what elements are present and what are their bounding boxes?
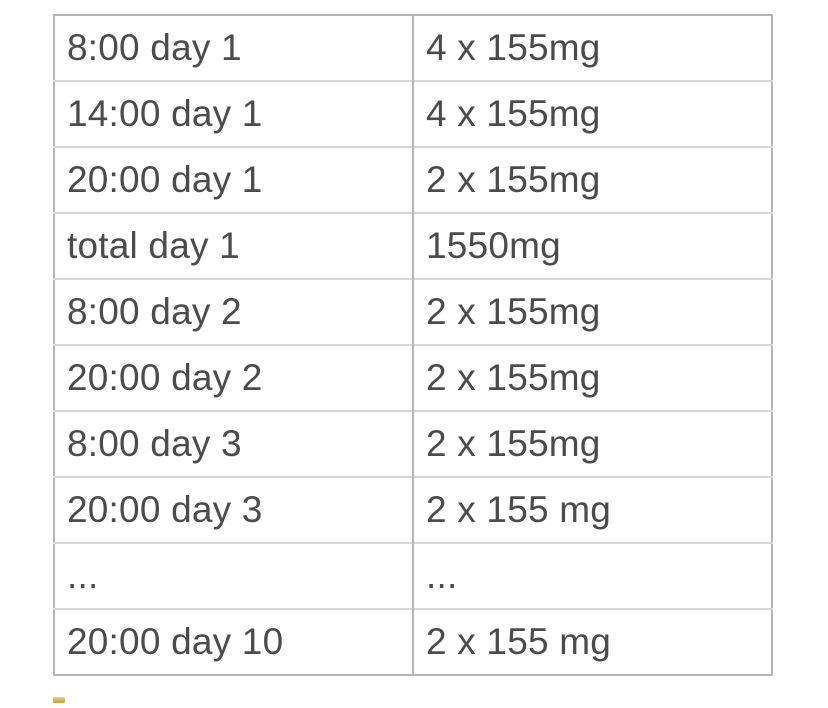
schedule-time-cell: 20:00 day 10: [54, 608, 414, 675]
dosing-schedule-table: 8:00 day 1 4 x 155mg 14:00 day 1 4 x 155…: [53, 14, 773, 676]
clipped-emoji-fragment: [53, 697, 65, 703]
dose-amount-cell: 2 x 155 mg: [413, 608, 772, 675]
dose-amount-cell: 2 x 155mg: [413, 146, 772, 213]
schedule-time-cell: 20:00 day 3: [54, 476, 414, 543]
dose-amount-cell: 4 x 155mg: [413, 80, 772, 147]
dose-amount-cell: 2 x 155mg: [413, 344, 772, 411]
dose-amount-cell: 1550mg: [413, 212, 772, 279]
schedule-time-cell: 14:00 day 1: [54, 80, 414, 147]
dose-amount-cell: ...: [413, 542, 772, 609]
table-row: 8:00 day 3 2 x 155mg: [54, 410, 772, 477]
schedule-time-cell: 8:00 day 2: [54, 278, 414, 345]
schedule-time-cell: total day 1: [54, 212, 414, 279]
dose-amount-cell: 2 x 155mg: [413, 278, 772, 345]
schedule-time-cell: 8:00 day 3: [54, 410, 414, 477]
schedule-time-cell: ...: [54, 542, 414, 609]
schedule-time-cell: 20:00 day 1: [54, 146, 414, 213]
table-row: 14:00 day 1 4 x 155mg: [54, 80, 772, 147]
dose-amount-cell: 4 x 155mg: [413, 15, 772, 81]
schedule-time-cell: 8:00 day 1: [54, 15, 414, 81]
table-row: 20:00 day 10 2 x 155 mg: [54, 608, 772, 675]
table-row: 20:00 day 3 2 x 155 mg: [54, 476, 772, 543]
schedule-time-cell: 20:00 day 2: [54, 344, 414, 411]
table-row: 20:00 day 2 2 x 155mg: [54, 344, 772, 411]
dose-amount-cell: 2 x 155mg: [413, 410, 772, 477]
dose-amount-cell: 2 x 155 mg: [413, 476, 772, 543]
table-row: 20:00 day 1 2 x 155mg: [54, 146, 772, 213]
table-row: ... ...: [54, 542, 772, 609]
table-row: total day 1 1550mg: [54, 212, 772, 279]
table-row: 8:00 day 2 2 x 155mg: [54, 278, 772, 345]
table-row: 8:00 day 1 4 x 155mg: [54, 15, 772, 81]
